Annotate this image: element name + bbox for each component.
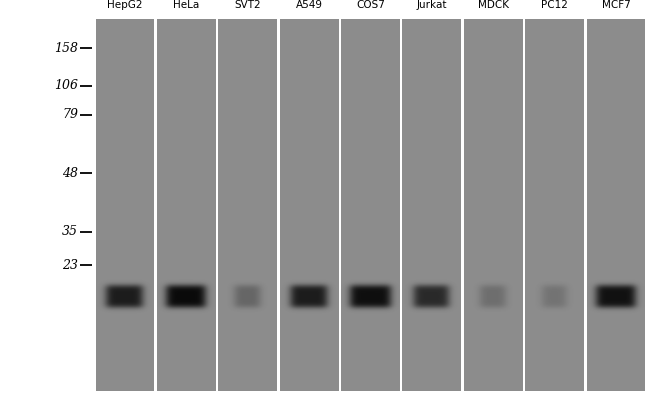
Bar	[587, 19, 645, 391]
Bar	[464, 19, 523, 391]
Text: SVT2: SVT2	[235, 0, 261, 10]
Text: 79: 79	[62, 108, 78, 122]
Text: MCF7: MCF7	[602, 0, 630, 10]
Text: 158: 158	[54, 41, 78, 55]
Bar	[280, 19, 339, 391]
Text: Jurkat: Jurkat	[417, 0, 447, 10]
Text: HeLa: HeLa	[173, 0, 200, 10]
Text: HepG2: HepG2	[107, 0, 143, 10]
Text: 106: 106	[54, 79, 78, 92]
Text: 48: 48	[62, 167, 78, 180]
Bar	[218, 19, 277, 391]
Text: PC12: PC12	[541, 0, 568, 10]
Text: MDCK: MDCK	[478, 0, 509, 10]
Text: A549: A549	[296, 0, 322, 10]
Bar	[525, 19, 584, 391]
Text: COS7: COS7	[356, 0, 385, 10]
Bar	[402, 19, 462, 391]
Bar	[96, 19, 154, 391]
Text: 23: 23	[62, 259, 78, 272]
Bar	[157, 19, 216, 391]
Text: 35: 35	[62, 225, 78, 239]
Bar	[341, 19, 400, 391]
